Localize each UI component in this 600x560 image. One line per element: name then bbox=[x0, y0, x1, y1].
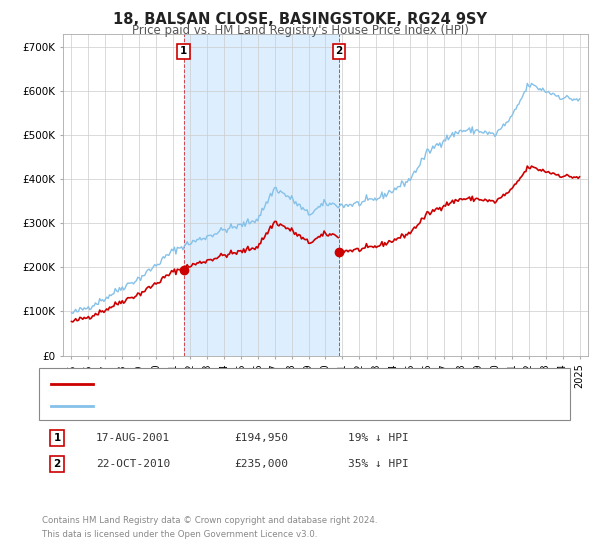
Text: HPI: Average price, detached house, Basingstoke and Deane: HPI: Average price, detached house, Basi… bbox=[100, 401, 416, 410]
Text: £235,000: £235,000 bbox=[234, 459, 288, 469]
Text: 18, BALSAN CLOSE, BASINGSTOKE, RG24 9SY: 18, BALSAN CLOSE, BASINGSTOKE, RG24 9SY bbox=[113, 12, 487, 27]
Text: This data is licensed under the Open Government Licence v3.0.: This data is licensed under the Open Gov… bbox=[42, 530, 317, 539]
Text: 1: 1 bbox=[180, 46, 187, 57]
Text: Contains HM Land Registry data © Crown copyright and database right 2024.: Contains HM Land Registry data © Crown c… bbox=[42, 516, 377, 525]
Text: 2: 2 bbox=[53, 459, 61, 469]
Text: 22-OCT-2010: 22-OCT-2010 bbox=[96, 459, 170, 469]
Text: 2: 2 bbox=[335, 46, 343, 57]
Text: 18, BALSAN CLOSE, BASINGSTOKE, RG24 9SY (detached house): 18, BALSAN CLOSE, BASINGSTOKE, RG24 9SY … bbox=[100, 379, 433, 389]
Text: £194,950: £194,950 bbox=[234, 433, 288, 443]
Text: 19% ↓ HPI: 19% ↓ HPI bbox=[348, 433, 409, 443]
Bar bbox=[184, 34, 339, 356]
Text: 1: 1 bbox=[53, 433, 61, 443]
Text: 17-AUG-2001: 17-AUG-2001 bbox=[96, 433, 170, 443]
Text: Price paid vs. HM Land Registry's House Price Index (HPI): Price paid vs. HM Land Registry's House … bbox=[131, 24, 469, 37]
Text: 35% ↓ HPI: 35% ↓ HPI bbox=[348, 459, 409, 469]
